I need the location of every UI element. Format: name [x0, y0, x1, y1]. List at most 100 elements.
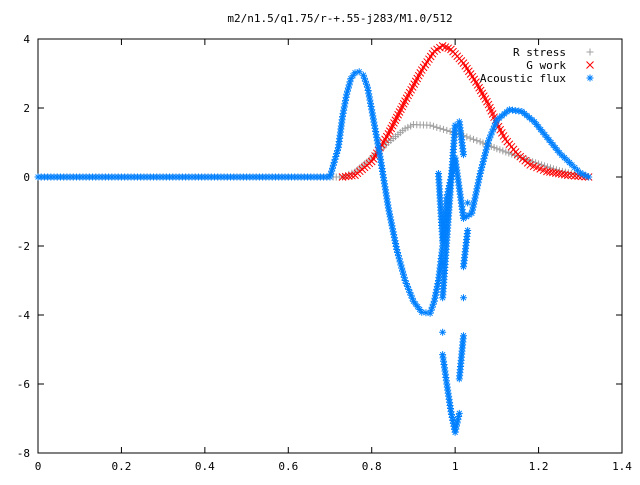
data-point-star [375, 146, 383, 154]
data-point-star [373, 137, 381, 145]
data-point-plus [499, 147, 507, 155]
data-point-star [344, 84, 352, 92]
data-point-star [447, 405, 455, 413]
legend-marker [586, 48, 594, 56]
data-point-star [470, 197, 478, 205]
data-point-star [439, 328, 447, 336]
data-point-star [343, 90, 351, 98]
series-acoustic-flux [34, 68, 593, 436]
data-point-plus [439, 125, 447, 133]
data-point-star [339, 109, 347, 117]
data-point-cross [348, 171, 356, 180]
data-point-star [582, 172, 590, 180]
data-point-star [541, 131, 549, 139]
data-point-star [429, 300, 437, 308]
data-point-cross [457, 56, 466, 65]
data-point-star [459, 211, 467, 219]
data-point-plus [473, 137, 481, 145]
data-point-cross [586, 61, 594, 69]
data-point-star [367, 103, 375, 111]
data-point-star [452, 425, 460, 433]
data-point-star [323, 173, 331, 181]
data-point-star [333, 150, 341, 158]
data-point-star [459, 148, 467, 156]
data-point-cross [444, 44, 453, 53]
legend-label: Acoustic flux [480, 72, 566, 85]
legend-marker [586, 61, 594, 69]
data-point-star [478, 164, 486, 172]
data-point-star [448, 414, 456, 422]
data-point-star [453, 419, 461, 427]
data-point-plus [443, 126, 451, 134]
data-point-star [364, 87, 372, 95]
data-point-star [369, 112, 377, 120]
data-point-star [373, 134, 381, 142]
x-tick-label: 0.6 [278, 460, 298, 473]
data-point-cross [338, 173, 347, 181]
data-point-star [462, 213, 470, 221]
data-point-star [374, 143, 382, 151]
data-point-star [389, 228, 397, 236]
data-point-star [389, 225, 397, 233]
data-point-star [386, 213, 394, 221]
x-tick-label: 1 [452, 460, 459, 473]
data-point-star [349, 72, 357, 80]
data-point-star [442, 377, 450, 385]
data-point-star [470, 200, 478, 208]
data-point-star [385, 207, 393, 215]
legend-label: G work [526, 59, 566, 72]
data-point-star [328, 167, 336, 175]
data-point-star [156, 173, 164, 181]
data-point-cross [344, 172, 353, 180]
data-point-star [486, 134, 494, 142]
data-point-star [563, 156, 571, 164]
data-point-cross [549, 168, 557, 177]
data-point-plus [466, 134, 474, 142]
data-point-star [401, 277, 409, 284]
x-tick-label: 0.4 [195, 460, 215, 473]
data-point-star [560, 154, 568, 162]
data-point-star [434, 279, 442, 287]
data-point-star [515, 107, 523, 115]
data-point-star [364, 83, 372, 91]
data-point-star [369, 115, 377, 123]
data-point-plus [469, 135, 477, 143]
data-point-star [433, 285, 441, 293]
data-point-star [391, 237, 399, 245]
data-point-star [484, 140, 492, 148]
data-point-plus [496, 146, 504, 154]
data-point-star [565, 159, 573, 167]
data-point-star [464, 199, 472, 207]
data-point-cross [341, 172, 350, 181]
data-point-star [469, 203, 477, 211]
data-point-star [528, 116, 536, 124]
data-point-star [579, 170, 587, 178]
data-point-cross [551, 169, 560, 177]
data-point-star [392, 242, 400, 250]
data-point-star [394, 249, 402, 257]
data-point-star [340, 103, 348, 111]
data-point-star [433, 282, 441, 290]
data-point-star [448, 411, 456, 419]
data-point-star [368, 109, 376, 117]
data-point-cross [539, 166, 548, 175]
data-point-star [438, 245, 446, 253]
data-point-star [73, 173, 81, 181]
data-point-star [453, 422, 461, 430]
data-point-star [455, 412, 463, 420]
data-point-star [399, 270, 407, 278]
data-point-star [451, 124, 459, 132]
data-point-star [388, 222, 396, 230]
data-point-plus [505, 149, 513, 157]
y-tick-label: 2 [23, 102, 30, 115]
data-point-star [351, 69, 359, 77]
data-point-star [114, 173, 122, 181]
data-point-star [402, 279, 410, 287]
data-point-star [372, 127, 380, 135]
data-point-star [468, 209, 476, 217]
y-tick-label: -6 [17, 378, 30, 391]
data-point-star [407, 291, 415, 299]
data-point-star [361, 77, 369, 85]
data-point-star [492, 119, 500, 127]
